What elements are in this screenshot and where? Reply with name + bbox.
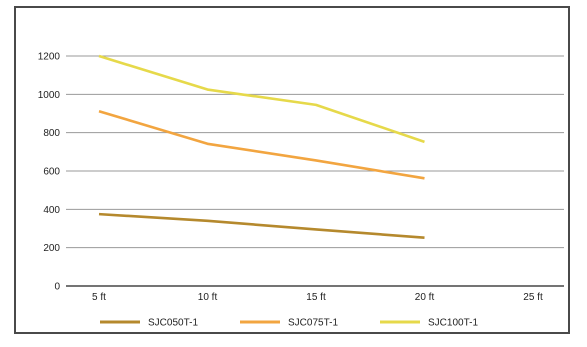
y-tick-label: 800 <box>43 128 60 139</box>
series-lines <box>98 54 425 239</box>
x-axis-tick-labels: 5 ft 10 ft 15 ft 20 ft 25 ft <box>92 292 543 303</box>
series-line-sjc075t-1 <box>98 109 425 180</box>
grid-lines <box>66 55 564 287</box>
legend-label: SJC100T-1 <box>428 318 478 329</box>
y-tick-label: 0 <box>54 282 60 293</box>
y-tick-label: 400 <box>43 205 60 216</box>
x-tick-label: 25 ft <box>523 292 543 303</box>
x-tick-label: 15 ft <box>306 292 326 303</box>
y-tick-label: 1200 <box>38 52 61 63</box>
y-tick-label: 1000 <box>38 90 61 101</box>
y-tick-label: 600 <box>43 167 60 178</box>
series-line-sjc050t-1 <box>98 212 425 239</box>
line-chart: 0 200 400 600 800 1000 1200 5 ft 10 ft 15 ft 20 f… <box>38 52 564 329</box>
x-tick-label: 20 ft <box>415 292 435 303</box>
legend: SJC050T-1 SJC075T-1 SJC100T-1 <box>100 318 478 329</box>
x-tick-label: 10 ft <box>198 292 218 303</box>
chart-frame: 0 200 400 600 800 1000 1200 5 ft 10 ft 15 ft 20 f… <box>14 6 570 334</box>
series-line-sjc100t-1 <box>98 54 425 144</box>
x-tick-label: 5 ft <box>92 292 106 303</box>
legend-label: SJC075T-1 <box>288 318 338 329</box>
y-tick-label: 200 <box>43 243 60 254</box>
y-axis-tick-labels: 0 200 400 600 800 1000 1200 <box>38 52 61 293</box>
legend-label: SJC050T-1 <box>148 318 198 329</box>
